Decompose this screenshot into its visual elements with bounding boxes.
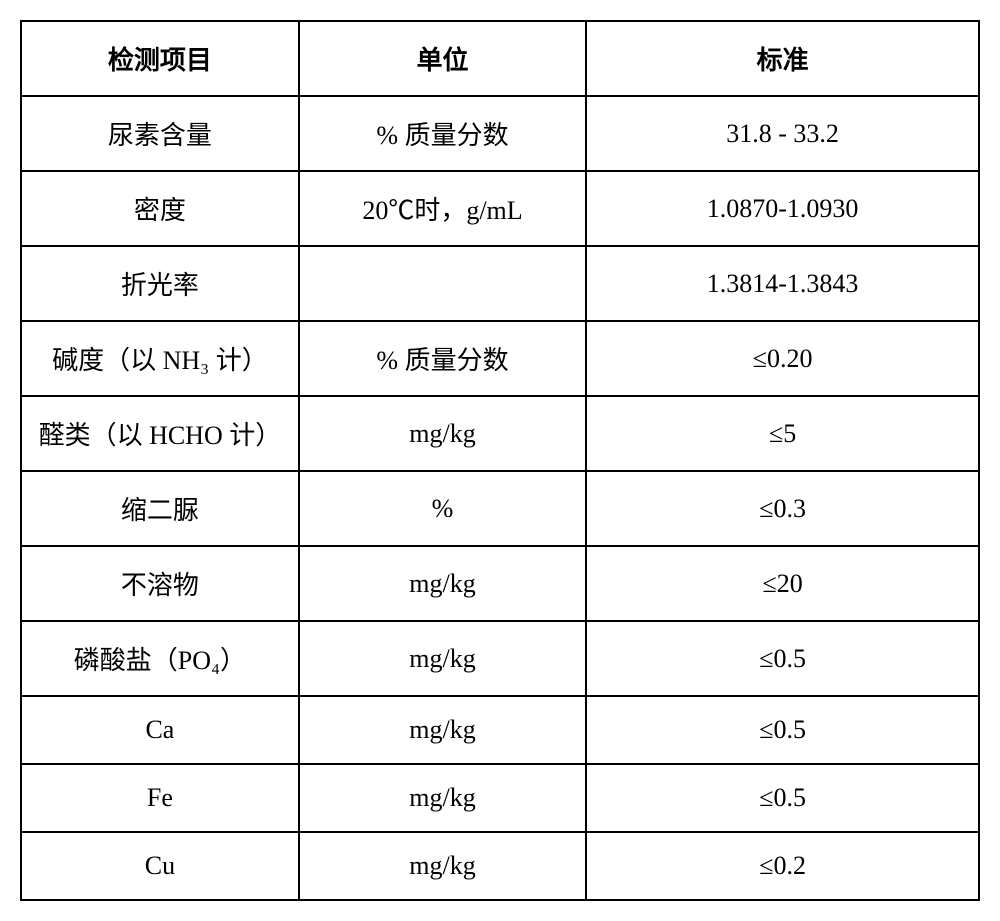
table-row: 不溶物 mg/kg ≤20: [21, 546, 979, 621]
cell-item: Cu: [21, 832, 299, 900]
cell-unit: mg/kg: [299, 696, 586, 764]
table-header-row: 检测项目 单位 标准: [21, 21, 979, 96]
cell-standard: ≤5: [586, 396, 979, 471]
cell-item: 醛类（以 HCHO 计）: [21, 396, 299, 471]
cell-standard: ≤0.2: [586, 832, 979, 900]
cell-item: 磷酸盐（PO₄）: [21, 621, 299, 696]
cell-item: 碱度（以 NH₃ 计）: [21, 321, 299, 396]
cell-unit: [299, 246, 586, 321]
col-header-standard: 标准: [586, 21, 979, 96]
table-row: 缩二脲 % ≤0.3: [21, 471, 979, 546]
cell-unit: mg/kg: [299, 832, 586, 900]
table-row: Cu mg/kg ≤0.2: [21, 832, 979, 900]
cell-standard: ≤0.5: [586, 764, 979, 832]
cell-standard: ≤0.3: [586, 471, 979, 546]
cell-item: 密度: [21, 171, 299, 246]
cell-item: Ca: [21, 696, 299, 764]
cell-unit: mg/kg: [299, 396, 586, 471]
cell-standard: ≤0.20: [586, 321, 979, 396]
table-row: Ca mg/kg ≤0.5: [21, 696, 979, 764]
col-header-item: 检测项目: [21, 21, 299, 96]
table-row: 磷酸盐（PO₄） mg/kg ≤0.5: [21, 621, 979, 696]
cell-item: 不溶物: [21, 546, 299, 621]
spec-table: 检测项目 单位 标准 尿素含量 % 质量分数 31.8 - 33.2 密度 20…: [20, 20, 980, 901]
cell-item: 尿素含量: [21, 96, 299, 171]
cell-item: Fe: [21, 764, 299, 832]
cell-standard: ≤20: [586, 546, 979, 621]
cell-standard: ≤0.5: [586, 621, 979, 696]
table-row: 尿素含量 % 质量分数 31.8 - 33.2: [21, 96, 979, 171]
cell-unit: %: [299, 471, 586, 546]
cell-unit: 20℃时，g/mL: [299, 171, 586, 246]
table-row: 密度 20℃时，g/mL 1.0870-1.0930: [21, 171, 979, 246]
cell-item: 折光率: [21, 246, 299, 321]
col-header-unit: 单位: [299, 21, 586, 96]
cell-unit: mg/kg: [299, 621, 586, 696]
cell-standard: 31.8 - 33.2: [586, 96, 979, 171]
table-row: 折光率 1.3814-1.3843: [21, 246, 979, 321]
cell-standard: ≤0.5: [586, 696, 979, 764]
table-row: 碱度（以 NH₃ 计） % 质量分数 ≤0.20: [21, 321, 979, 396]
table-row: Fe mg/kg ≤0.5: [21, 764, 979, 832]
cell-unit: mg/kg: [299, 546, 586, 621]
cell-item: 缩二脲: [21, 471, 299, 546]
cell-unit: % 质量分数: [299, 96, 586, 171]
cell-unit: mg/kg: [299, 764, 586, 832]
cell-standard: 1.3814-1.3843: [586, 246, 979, 321]
cell-unit: % 质量分数: [299, 321, 586, 396]
table-row: 醛类（以 HCHO 计） mg/kg ≤5: [21, 396, 979, 471]
cell-standard: 1.0870-1.0930: [586, 171, 979, 246]
